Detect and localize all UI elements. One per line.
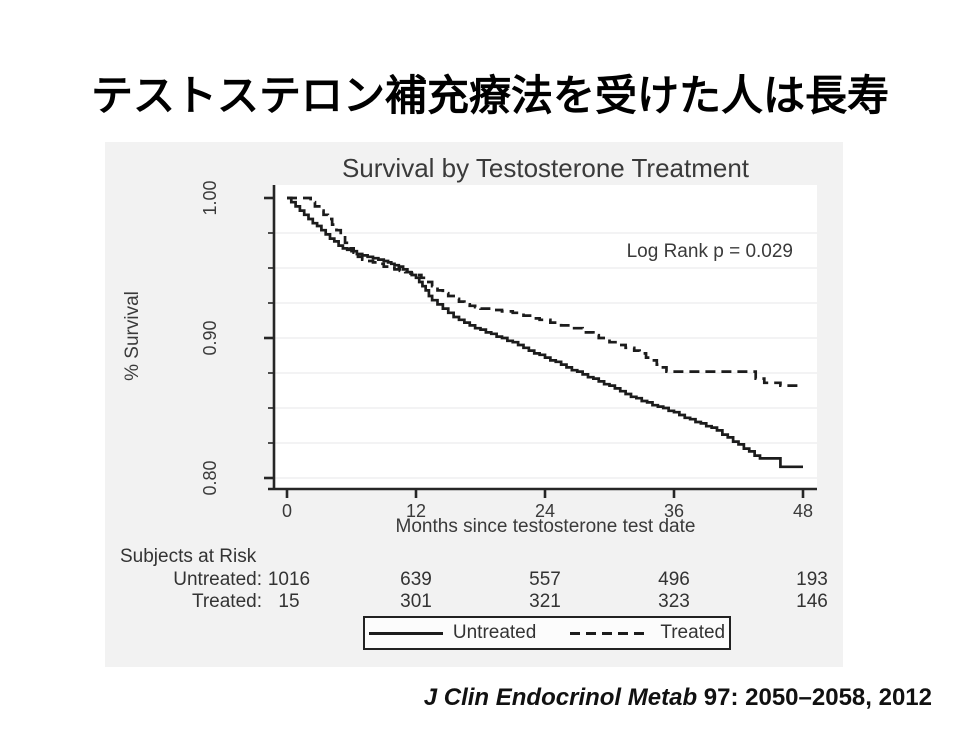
svg-text:1.00: 1.00	[200, 180, 220, 215]
survival-chart-panel: 1.00 0.90 0.80 0 12 24 36 48 Survival by Testos…	[105, 142, 843, 667]
risk-value: 193	[796, 569, 828, 590]
risk-value: 301	[400, 591, 432, 612]
risk-value: 321	[529, 591, 561, 612]
svg-text:12: 12	[406, 501, 426, 521]
log-rank-annotation: Log Rank p = 0.029	[626, 241, 793, 262]
y-axis-label: % Survival	[122, 291, 143, 381]
svg-text:0.90: 0.90	[200, 320, 220, 355]
risk-value: 1016	[267, 569, 311, 590]
risk-table-heading: Subjects at Risk	[120, 546, 257, 567]
citation: J Clin Endocrinol Metab 97: 2050–2058, 2…	[424, 684, 932, 712]
svg-text:0: 0	[282, 501, 292, 521]
risk-value: 639	[400, 569, 432, 590]
risk-row-label: Untreated:	[173, 569, 262, 590]
chart-title: Survival by Testosterone Treatment	[341, 153, 750, 183]
risk-value: 146	[796, 591, 828, 612]
slide-title: テストステロン補充療法を受けた人は長寿	[90, 72, 889, 119]
citation-journal: J Clin Endocrinol Metab	[423, 684, 698, 711]
legend-label-untreated: Untreated	[452, 622, 537, 643]
survival-plot-canvas: 1.00 0.90 0.80 0 12 24 36 48	[200, 180, 817, 521]
svg-text:48: 48	[793, 501, 813, 521]
svg-text:24: 24	[535, 501, 555, 521]
risk-value: 557	[529, 569, 561, 590]
risk-value: 15	[278, 591, 300, 612]
untreated-solid-line-sample	[368, 631, 443, 635]
x-axis-label: Months since testosterone test date	[395, 516, 696, 537]
risk-value: 323	[658, 591, 690, 612]
risk-row-treated: Treated: 15 301 321 323 146	[105, 591, 843, 613]
legend-label-treated: Treated	[660, 622, 726, 643]
risk-value: 496	[658, 569, 690, 590]
risk-row-label: Treated:	[191, 591, 262, 612]
chart-legend: Untreated Treated	[363, 616, 731, 650]
citation-detail: 97: 2050–2058, 2012	[697, 684, 932, 711]
svg-text:0.80: 0.80	[200, 460, 220, 495]
risk-row-untreated: Untreated: 1016 639 557 496 193	[105, 569, 843, 591]
treated-dashed-line-sample	[570, 631, 651, 635]
svg-text:36: 36	[664, 501, 684, 521]
